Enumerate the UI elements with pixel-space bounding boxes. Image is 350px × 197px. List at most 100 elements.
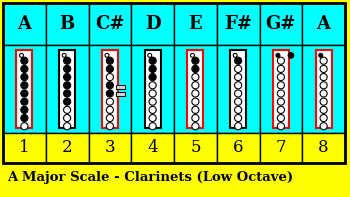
Circle shape — [192, 90, 199, 97]
Text: 7: 7 — [275, 139, 286, 156]
Bar — [217, 45, 259, 133]
Text: A: A — [317, 15, 331, 33]
Bar — [116, 85, 125, 89]
Circle shape — [276, 53, 280, 57]
Bar — [46, 133, 89, 163]
Bar — [315, 50, 332, 128]
Circle shape — [277, 90, 285, 97]
Circle shape — [64, 73, 71, 81]
Circle shape — [106, 65, 113, 72]
Bar — [3, 3, 46, 45]
Circle shape — [149, 90, 156, 97]
Circle shape — [149, 57, 156, 64]
Circle shape — [149, 123, 156, 130]
Circle shape — [20, 53, 23, 57]
Circle shape — [64, 57, 71, 64]
Circle shape — [106, 82, 113, 89]
Circle shape — [106, 90, 113, 97]
Circle shape — [21, 65, 28, 72]
Circle shape — [234, 73, 242, 81]
Circle shape — [64, 65, 71, 72]
Bar — [89, 133, 131, 163]
Circle shape — [234, 114, 242, 122]
Circle shape — [277, 57, 285, 64]
Circle shape — [64, 90, 71, 97]
Circle shape — [21, 57, 28, 64]
Bar — [217, 3, 259, 45]
Circle shape — [320, 98, 327, 105]
Circle shape — [64, 114, 71, 122]
Circle shape — [320, 90, 327, 97]
Circle shape — [64, 82, 71, 89]
Circle shape — [106, 98, 113, 105]
Text: E: E — [189, 15, 202, 33]
Circle shape — [21, 106, 28, 113]
Bar — [174, 3, 217, 45]
Bar — [145, 50, 161, 128]
Circle shape — [105, 53, 109, 57]
Text: C#: C# — [95, 15, 125, 33]
Circle shape — [277, 73, 285, 81]
Circle shape — [21, 82, 28, 89]
Bar — [46, 3, 89, 45]
Circle shape — [234, 123, 242, 130]
Bar — [131, 45, 174, 133]
Circle shape — [21, 90, 28, 97]
Bar — [89, 3, 131, 45]
Bar — [102, 50, 118, 128]
Circle shape — [320, 106, 327, 113]
Circle shape — [277, 106, 285, 113]
Circle shape — [106, 73, 113, 81]
Circle shape — [320, 82, 327, 89]
Circle shape — [192, 73, 199, 81]
Bar — [3, 133, 46, 163]
Bar — [302, 133, 345, 163]
Bar — [174, 45, 217, 133]
Circle shape — [234, 65, 242, 72]
Circle shape — [277, 98, 285, 105]
Circle shape — [21, 73, 28, 81]
Text: B: B — [60, 15, 75, 33]
Circle shape — [149, 98, 156, 105]
Bar — [230, 50, 246, 128]
Circle shape — [234, 57, 242, 64]
Text: 5: 5 — [190, 139, 201, 156]
Circle shape — [64, 98, 71, 105]
Circle shape — [148, 53, 152, 57]
Bar — [187, 50, 203, 128]
Circle shape — [192, 98, 199, 105]
Bar — [131, 3, 174, 45]
Text: A Major Scale - Clarinets (Low Octave): A Major Scale - Clarinets (Low Octave) — [7, 170, 293, 183]
Circle shape — [277, 114, 285, 122]
Text: D: D — [145, 15, 160, 33]
Bar — [131, 133, 174, 163]
Circle shape — [320, 65, 327, 72]
Circle shape — [192, 106, 199, 113]
Bar — [302, 45, 345, 133]
Circle shape — [320, 123, 327, 130]
Circle shape — [320, 57, 327, 64]
Circle shape — [192, 123, 199, 130]
Circle shape — [64, 123, 71, 130]
Text: 1: 1 — [19, 139, 30, 156]
Circle shape — [319, 53, 323, 57]
Bar — [259, 133, 302, 163]
Circle shape — [149, 82, 156, 89]
Circle shape — [234, 90, 242, 97]
Circle shape — [234, 98, 242, 105]
Text: 6: 6 — [233, 139, 243, 156]
Circle shape — [106, 106, 113, 113]
Circle shape — [192, 82, 199, 89]
Circle shape — [149, 73, 156, 81]
Bar — [259, 45, 302, 133]
Circle shape — [106, 57, 113, 64]
Text: G#: G# — [266, 15, 296, 33]
Circle shape — [190, 53, 194, 57]
Bar — [46, 45, 89, 133]
Bar — [302, 3, 345, 45]
Bar — [89, 45, 131, 133]
Circle shape — [64, 106, 71, 113]
Circle shape — [277, 82, 285, 89]
Circle shape — [192, 114, 199, 122]
Text: F#: F# — [224, 15, 252, 33]
